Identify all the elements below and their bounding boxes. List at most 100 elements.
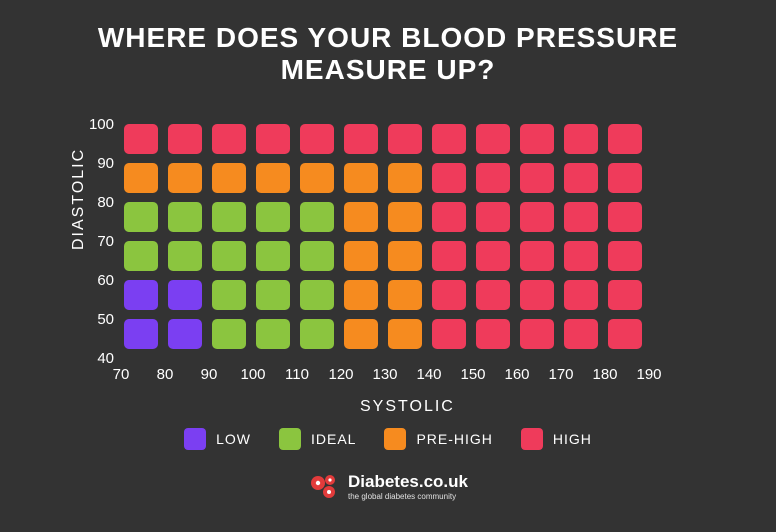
heatmap-cell [388,163,422,193]
heatmap-cell [476,280,510,310]
heatmap-cell [520,202,554,232]
legend-label: PRE-HIGH [416,431,492,447]
heatmap-cell [168,202,202,232]
heatmap-cell [476,241,510,271]
heatmap-cell [564,163,598,193]
heatmap-cell [300,163,334,193]
heatmap-cell [520,241,554,271]
x-tick: 190 [634,366,664,383]
heatmap-cell [212,241,246,271]
heatmap-cell [432,163,466,193]
heatmap-cell [476,163,510,193]
x-tick: 90 [194,366,224,383]
heatmap-cell [344,202,378,232]
brand-logo: Diabetes.co.uk the global diabetes commu… [0,472,776,506]
heatmap-cell [608,124,642,154]
heatmap-cell [608,319,642,349]
heatmap-cell [300,319,334,349]
heatmap-cell [212,124,246,154]
x-tick: 180 [590,366,620,383]
legend-swatch [384,428,406,450]
heatmap-cell [476,319,510,349]
heatmap-cell [388,202,422,232]
heatmap-cell [124,202,158,232]
diabetes-logo-icon [308,473,342,501]
heatmap-cell [564,202,598,232]
title-line2: MEASURE UP? [0,54,776,86]
heatmap-cell [608,163,642,193]
legend-label: LOW [216,431,251,447]
x-tick: 150 [458,366,488,383]
legend-item-ideal: IDEAL [279,428,356,450]
legend-item-low: LOW [184,428,251,450]
heatmap-cell [608,202,642,232]
logo-name: Diabetes.co.uk [348,472,468,492]
heatmap-cell [344,241,378,271]
heatmap-cell [388,124,422,154]
title-line1: WHERE DOES YOUR BLOOD PRESSURE [0,22,776,54]
heatmap-cell [564,124,598,154]
logo-tagline: the global diabetes community [348,492,468,501]
heatmap-cell [564,280,598,310]
heatmap-cell [256,124,290,154]
heatmap-cell [344,319,378,349]
heatmap-cell [344,124,378,154]
heatmap-cell [124,319,158,349]
heatmap-cell [168,163,202,193]
heatmap-cell [344,280,378,310]
heatmap-grid: 1009080706050407080901001101201301401501… [120,120,680,360]
legend: LOW IDEAL PRE-HIGH HIGH [0,428,776,455]
heatmap-cell [212,202,246,232]
heatmap-cell [256,319,290,349]
heatmap-cell [124,241,158,271]
heatmap-cell [300,241,334,271]
heatmap-cell [564,241,598,271]
heatmap-cell [432,280,466,310]
heatmap-cell [300,280,334,310]
heatmap-cell [432,202,466,232]
y-tick: 60 [86,272,114,289]
x-tick: 170 [546,366,576,383]
heatmap-cell [256,241,290,271]
heatmap-cell [608,280,642,310]
heatmap-cell [388,280,422,310]
x-tick: 100 [238,366,268,383]
heatmap-cell [168,241,202,271]
legend-label: HIGH [553,431,592,447]
x-tick: 120 [326,366,356,383]
heatmap-cell [300,124,334,154]
y-tick: 90 [86,155,114,172]
heatmap-cell [124,163,158,193]
legend-label: IDEAL [311,431,356,447]
x-tick: 80 [150,366,180,383]
y-tick: 50 [86,311,114,328]
heatmap-cell [168,124,202,154]
heatmap-cell [212,163,246,193]
page-title: WHERE DOES YOUR BLOOD PRESSURE MEASURE U… [0,0,776,86]
heatmap-cell [212,319,246,349]
heatmap-cell [476,202,510,232]
heatmap-cell [388,319,422,349]
heatmap-cell [608,241,642,271]
legend-swatch [521,428,543,450]
heatmap-cell [564,319,598,349]
y-tick: 80 [86,194,114,211]
heatmap-cell [344,163,378,193]
heatmap-cell [388,241,422,271]
legend-item-prehigh: PRE-HIGH [384,428,492,450]
heatmap-cell [476,124,510,154]
y-tick: 40 [86,350,114,367]
x-tick: 70 [106,366,136,383]
heatmap-cell [520,319,554,349]
legend-swatch [184,428,206,450]
heatmap-cell [256,202,290,232]
x-tick: 140 [414,366,444,383]
y-tick: 100 [86,116,114,133]
heatmap-cell [124,124,158,154]
heatmap-cell [124,280,158,310]
heatmap-cell [168,280,202,310]
heatmap-cell [432,124,466,154]
heatmap-cell [520,124,554,154]
heatmap-cell [520,163,554,193]
heatmap-cell [520,280,554,310]
